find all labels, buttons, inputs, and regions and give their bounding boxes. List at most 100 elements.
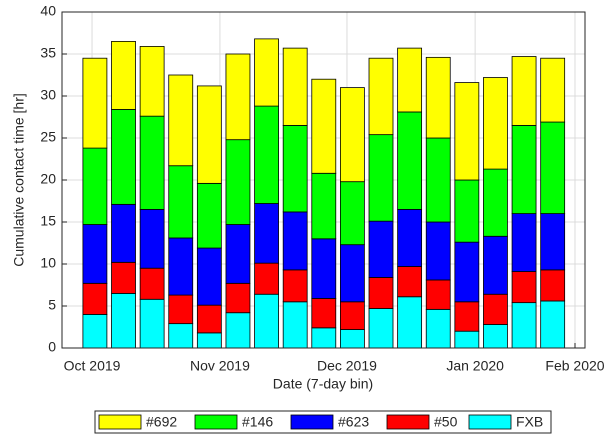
bar-segment: [282, 125, 308, 213]
bar-segment: [483, 77, 508, 170]
bar-segment: [254, 203, 279, 264]
bar-segment: [82, 313, 108, 349]
bar-segment: [454, 301, 480, 332]
bar-segment: [540, 121, 566, 214]
bar-segment: [425, 221, 451, 281]
y-tick-label: 30: [40, 87, 56, 103]
bar-segment: [339, 301, 365, 330]
bar-segment: [483, 324, 508, 349]
bar-segment: [454, 179, 480, 243]
x-tick-label: Dec 2019: [317, 358, 377, 374]
bar-segment: [397, 111, 423, 210]
bar-segment: [511, 271, 537, 304]
bar-segment: [397, 47, 423, 113]
bar-segment: [282, 47, 308, 126]
y-tick-label: 35: [40, 45, 56, 61]
bar-segment: [225, 53, 251, 141]
bar-segment: [196, 182, 222, 249]
legend-swatch: [468, 414, 512, 430]
bar-segment: [111, 41, 136, 110]
bar-segment: [311, 238, 337, 299]
bar-segment: [139, 267, 165, 300]
y-tick-label: 40: [40, 3, 56, 19]
bar-segment: [111, 203, 136, 263]
x-tick-label: Jan 2020: [446, 358, 504, 374]
bar-segment: [397, 266, 423, 298]
bar-segment: [425, 279, 451, 310]
bar-segment: [311, 172, 337, 240]
bar-segment: [368, 57, 394, 136]
bar-segment: [311, 78, 337, 174]
x-axis-label: Date (7-day bin): [273, 376, 373, 392]
bar-segment: [254, 293, 279, 349]
legend: #692 #146 #623 #50 FXB: [94, 410, 552, 434]
bar-segment: [139, 46, 165, 117]
bar-segment: [339, 329, 365, 349]
bar-segment: [82, 147, 108, 225]
bar-segment: [168, 165, 194, 239]
bar-segment: [82, 57, 108, 149]
legend-swatch: [386, 414, 430, 430]
legend-swatch: [194, 414, 238, 430]
legend-swatch: [290, 414, 334, 430]
bar-segment: [339, 181, 365, 246]
bar-segment: [511, 56, 537, 126]
bar-segment: [225, 312, 251, 349]
bar-segment: [454, 82, 480, 181]
bar-segment: [339, 244, 365, 303]
bar-segment: [540, 213, 566, 271]
bar-segment: [397, 296, 423, 349]
y-tick-label: 25: [40, 129, 56, 145]
bar-segment: [282, 301, 308, 349]
bar-segment: [339, 87, 365, 183]
legend-label: #50: [434, 414, 458, 430]
x-tick-label: Nov 2019: [190, 358, 250, 374]
bar-segment: [196, 247, 222, 306]
bar-segment: [540, 269, 566, 302]
bar-segment: [111, 292, 136, 349]
bar-segment: [368, 277, 394, 309]
bar-segment: [196, 332, 222, 349]
bar-segment: [168, 237, 194, 296]
bar-segment: [368, 220, 394, 278]
bar-segment: [196, 85, 222, 184]
legend-swatch: [98, 414, 142, 430]
x-tick-label: Feb 2020: [545, 358, 604, 374]
legend-label: #146: [242, 414, 273, 430]
bar-segment: [254, 105, 279, 204]
bar-segment: [168, 323, 194, 349]
legend-label: FXB: [516, 414, 543, 430]
bar-segment: [139, 208, 165, 269]
legend-label: #623: [338, 414, 369, 430]
y-tick-label: 0: [48, 339, 56, 355]
bar-segment: [311, 327, 337, 349]
bar-segment: [168, 74, 194, 167]
bar-segment: [225, 282, 251, 314]
bar-segment: [397, 208, 423, 267]
bar-segment: [511, 125, 537, 214]
bar-segment: [168, 294, 194, 325]
bar-segment: [425, 137, 451, 223]
y-tick-label: 20: [40, 171, 56, 187]
bar-segment: [282, 269, 308, 303]
bar-segment: [483, 235, 508, 295]
bar-segment: [511, 302, 537, 349]
y-axis-label: Cumulative contact time [hr]: [11, 93, 27, 267]
bar-segment: [82, 282, 108, 315]
bar-segment: [254, 262, 279, 295]
bar-segment: [225, 139, 251, 225]
bar-segment: [425, 308, 451, 349]
bar-segment: [425, 56, 451, 139]
bar-segment: [540, 57, 566, 123]
axes-box: [61, 11, 586, 349]
bar-segment: [82, 224, 108, 284]
y-tick-label: 10: [40, 255, 56, 271]
bar-segment: [368, 134, 394, 222]
bar-segment: [454, 241, 480, 303]
bar-segment: [511, 213, 537, 272]
y-tick-label: 15: [40, 213, 56, 229]
bar-segment: [454, 330, 480, 349]
bar-segment: [254, 38, 279, 107]
y-tick-label: 5: [48, 297, 56, 313]
